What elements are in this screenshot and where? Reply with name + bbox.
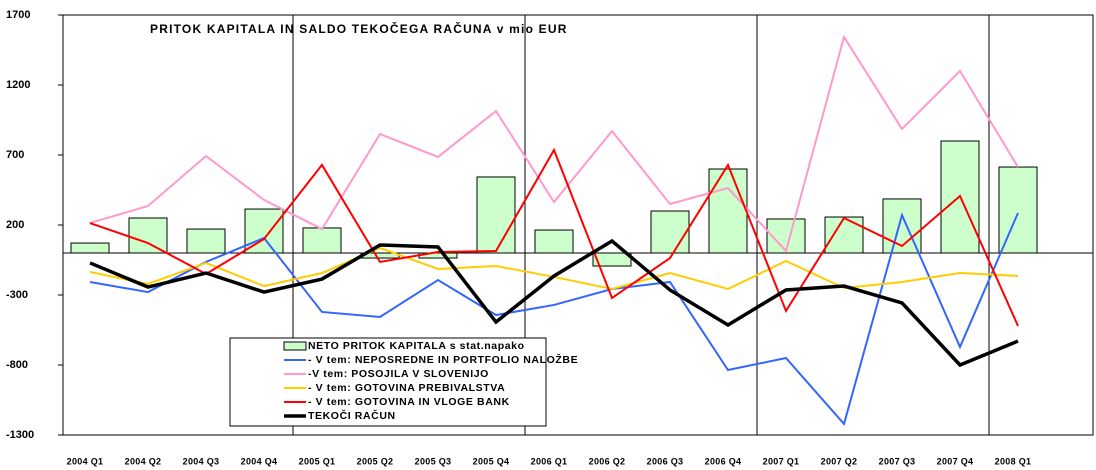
legend-label: TEKOČI RAČUN [308,409,396,422]
bar [186,228,226,254]
line-series [89,147,1019,327]
x-tick-label: 2005 Q3 [415,456,452,466]
plot-frame [62,14,1094,436]
legend: NETO PRITOK KAPITALA s stat.napako- V te… [229,337,578,427]
chart-title: PRITOK KAPITALA IN SALDO TEKOČEGA RAČUNA… [150,21,568,36]
y-tick-label: 700 [6,149,24,161]
legend-label: - V tem: GOTOVINA PREBIVALSTVA [308,382,505,394]
legend-label: - V tem: NEPOSREDNE IN PORTFOLIO NALOŽBE [308,353,578,366]
x-tick-label: 2007 Q3 [879,456,916,466]
bar [592,252,632,267]
bar [708,168,748,254]
line-series [89,34,1019,254]
y-tick-label: 200 [6,219,24,231]
bar [128,217,168,254]
line-series [89,238,1019,368]
bar [302,227,342,254]
x-tick-label: 2008 Q1 [995,456,1032,466]
bar [882,198,922,254]
y-tick-label: 1700 [6,9,30,21]
y-tick-label: 1200 [6,79,30,91]
x-tick-label: 2006 Q1 [531,456,568,466]
x-tick-label: 2007 Q1 [763,456,800,466]
x-tick-label: 2004 Q2 [125,456,162,466]
x-tick-label: 2004 Q1 [67,456,104,466]
legend-label: - V tem: GOTOVINA IN VLOGE BANK [308,396,510,408]
x-tick-label: 2006 Q4 [705,456,742,466]
bar [998,166,1038,254]
legend-swatch [283,341,307,351]
y-tick-label: -800 [6,359,28,371]
x-tick-label: 2005 Q2 [357,456,394,466]
line-series [89,212,1019,426]
legend-label: -V tem: POSOJILA V SLOVENIJO [308,368,489,380]
legend-label: NETO PRITOK KAPITALA s stat.napako [308,340,525,352]
x-tick-label: 2006 Q3 [647,456,684,466]
x-tick-label: 2005 Q1 [299,456,336,466]
x-tick-label: 2004 Q4 [241,456,278,466]
bar [824,216,864,254]
x-tick-label: 2006 Q2 [589,456,626,466]
x-tick-label: 2004 Q3 [183,456,220,466]
legend-box [229,337,547,427]
y-tick-label: -1300 [6,429,34,441]
x-tick-label: 2007 Q2 [821,456,858,466]
bar [650,210,690,254]
x-tick-label: 2005 Q4 [473,456,510,466]
bar [534,229,574,254]
y-tick-label: -300 [6,289,28,301]
bar [70,242,110,254]
x-tick-label: 2007 Q4 [937,456,974,466]
bar [476,176,516,254]
line-series [89,246,1019,291]
